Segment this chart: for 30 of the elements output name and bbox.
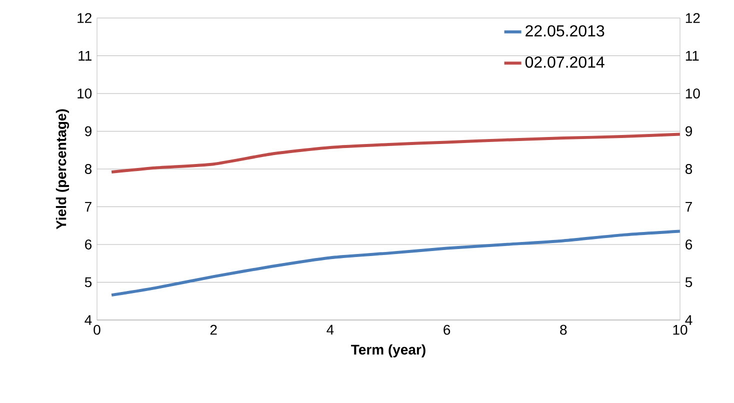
y-tick-label: 10 — [78, 88, 92, 98]
y2-tick-label: 12 — [686, 13, 700, 23]
x-tick-label: 8 — [560, 324, 567, 335]
y-tick-label: 9 — [85, 126, 92, 136]
y-tick-label: 7 — [85, 202, 92, 212]
y2-tick-label: 11 — [686, 50, 699, 61]
line-series — [110, 230, 680, 297]
legend-label: 22.05.2013 — [526, 25, 604, 37]
x-tick-label: 4 — [326, 324, 334, 334]
y-tick-label: 8 — [84, 164, 92, 174]
y-tick-label: 11 — [78, 50, 92, 61]
x-tick-label: 0 — [94, 324, 100, 335]
y-tick-label: 4 — [84, 315, 92, 325]
y2-tick-label: 9 — [686, 126, 692, 136]
y-tick-label: 5 — [84, 277, 92, 288]
x-tick-label: 6 — [444, 324, 450, 335]
x-tick-label: 10 — [673, 324, 688, 335]
y2-tick-label: 4 — [685, 315, 692, 325]
y-tick-label: 12 — [78, 13, 92, 23]
y2-tick-label: 10 — [686, 88, 700, 98]
line-series — [110, 132, 680, 174]
legend-label: 02.07.2014 — [525, 56, 604, 68]
y2-tick-label: 5 — [685, 277, 692, 288]
x-axis-title: Term (year) — [351, 344, 426, 358]
y-axis-title: Yield (percentage) — [56, 109, 70, 230]
y2-tick-label: 8 — [685, 164, 692, 174]
y2-tick-label: 6 — [686, 240, 692, 250]
y2-tick-label: 7 — [686, 202, 692, 212]
y-tick-label: 6 — [85, 240, 92, 250]
x-tick-label: 2 — [210, 324, 217, 335]
